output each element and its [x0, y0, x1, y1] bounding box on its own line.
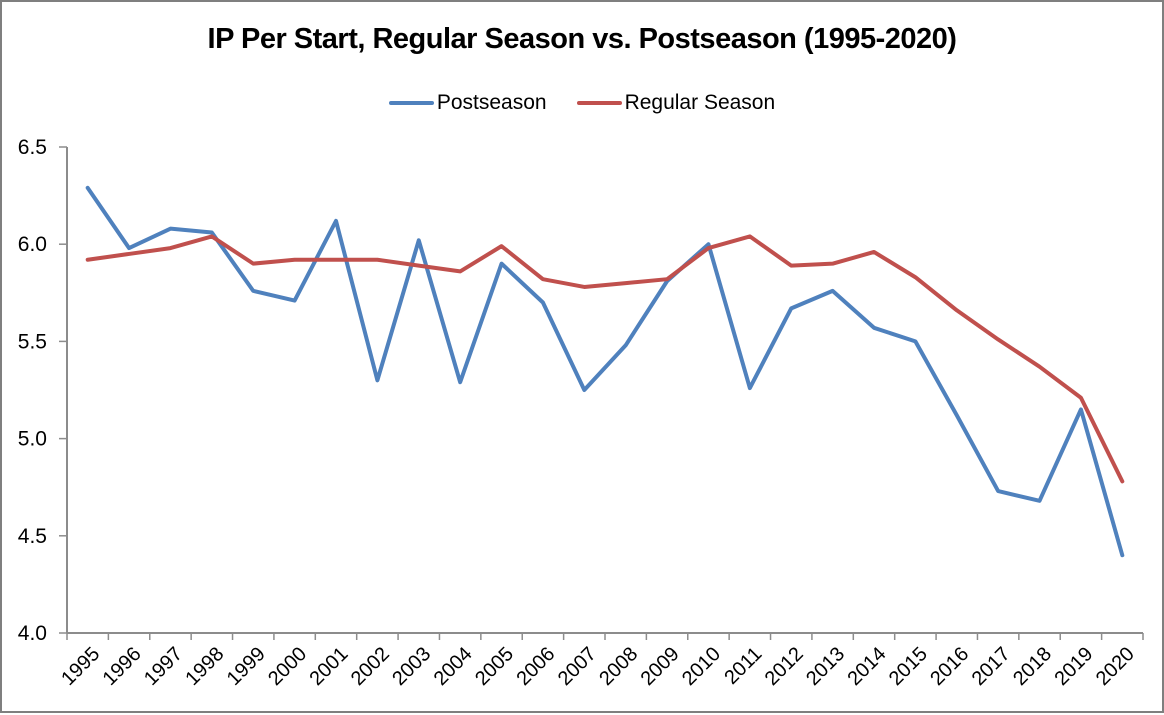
x-tick-label: 2014: [844, 643, 891, 690]
x-tick-label: 2001: [306, 643, 353, 690]
x-tick-label: 1996: [99, 643, 146, 690]
y-tick-label: 4.0: [18, 622, 47, 645]
x-tick-label: 2005: [471, 643, 518, 690]
postseason-line: [85, 185, 1125, 558]
x-tick-label: 1997: [140, 643, 187, 690]
postseason-line-swatch-icon: [388, 101, 434, 105]
legend-item-postseason: Postseason: [388, 91, 547, 115]
x-tick-label: 2012: [761, 643, 808, 690]
x-tick-label: 2009: [637, 643, 684, 690]
x-tick-label: 2004: [430, 643, 477, 690]
regular-season-line-swatch-icon: [576, 101, 622, 105]
x-tick-label: 2008: [595, 643, 642, 690]
x-tick-label: 2011: [720, 643, 766, 689]
x-tick-label: 2018: [1009, 643, 1056, 690]
x-tick-label: 2016: [926, 643, 973, 690]
x-tick-label: 2010: [678, 643, 725, 690]
x-tick-label: 2007: [554, 643, 601, 690]
x-tick-label: 2003: [388, 643, 435, 690]
x-tick-label: 1998: [181, 643, 228, 690]
legend-label-postseason: Postseason: [436, 91, 547, 114]
regular-season-line: [85, 234, 1125, 484]
x-tick-label: 2019: [1050, 643, 1097, 690]
x-tick-label: 2000: [264, 643, 311, 690]
y-tick-label: 4.5: [18, 525, 47, 548]
x-tick-label: 1995: [57, 643, 104, 690]
chart-legend: Postseason Regular Season: [2, 91, 1162, 115]
x-tick-label: 2006: [512, 643, 559, 690]
legend-item-regular-season: Regular Season: [576, 91, 776, 115]
y-tick-label: 5.0: [18, 428, 47, 451]
chart-title: IP Per Start, Regular Season vs. Postsea…: [207, 23, 957, 55]
x-tick-label: 2020: [1092, 643, 1139, 690]
x-tick-label: 2013: [802, 643, 849, 690]
x-tick-label: 2002: [347, 643, 394, 690]
legend-label-regular-season: Regular Season: [624, 91, 776, 114]
x-tick-label: 1999: [223, 643, 270, 690]
y-tick-label: 5.5: [18, 330, 47, 353]
x-tick-label: 2015: [885, 643, 932, 690]
x-tick-label: 2017: [968, 643, 1015, 690]
y-tick-label: 6.5: [18, 136, 47, 159]
y-tick-label: 6.0: [18, 233, 47, 256]
